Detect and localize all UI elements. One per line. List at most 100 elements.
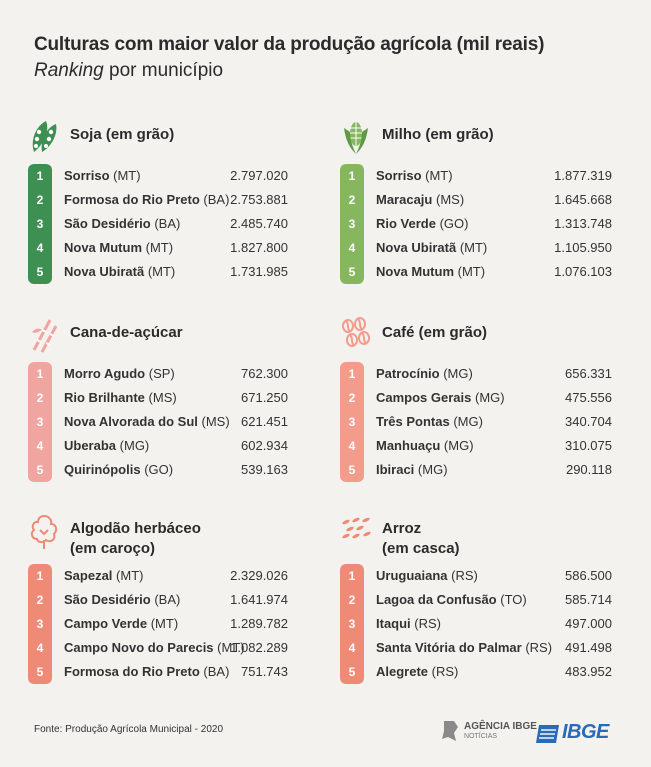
ibge-flag-icon xyxy=(536,725,559,743)
production-value: 1.313.748 xyxy=(554,216,612,231)
rank-number: 5 xyxy=(36,665,44,679)
state-code: (MT) xyxy=(113,168,141,183)
rank-number: 5 xyxy=(348,463,356,477)
rank-number: 2 xyxy=(36,593,44,607)
municipality-name: Patrocínio (MG) xyxy=(376,362,473,386)
rank-number: 4 xyxy=(348,641,356,655)
section-title-line1: Algodão herbáceo xyxy=(70,520,201,537)
production-value: 1.082.289 xyxy=(230,640,288,655)
state-code: (MS) xyxy=(148,390,177,405)
rank-number: 1 xyxy=(348,569,356,583)
production-value: 475.556 xyxy=(565,390,612,405)
municipality-name: Nova Ubiratã (MT) xyxy=(64,260,175,284)
ranking-row: 5 Nova Ubiratã (MT) 1.731.985 xyxy=(28,260,288,284)
corn-icon xyxy=(344,122,368,154)
ranking-row: 4 Uberaba (MG) 602.934 xyxy=(28,434,288,458)
rank-number: 1 xyxy=(348,367,356,381)
production-value: 1.105.950 xyxy=(554,240,612,255)
state-code: (MS) xyxy=(201,414,230,429)
rank-number: 5 xyxy=(36,463,44,477)
ranking-row: 1 Sapezal (MT) 2.329.026 xyxy=(28,564,288,588)
rank-number: 4 xyxy=(348,439,356,453)
ranking-row: 1 Sorriso (MT) 1.877.319 xyxy=(340,164,612,188)
municipality: Alegrete xyxy=(376,664,429,679)
ranking-row: 1 Morro Agudo (SP) 762.300 xyxy=(28,362,288,386)
production-value: 1.076.103 xyxy=(554,264,612,279)
municipality: Sorriso xyxy=(376,168,422,183)
ranking-row: 3 São Desidério (BA) 2.485.740 xyxy=(28,212,288,236)
rank-number: 2 xyxy=(348,593,356,607)
section-algodao: Algodão herbáceo (em caroço) 1 Sapezal (MT… xyxy=(28,512,288,684)
ranking-row: 4 Nova Mutum (MT) 1.827.800 xyxy=(28,236,288,260)
municipality-name: São Desidério (BA) xyxy=(64,212,180,236)
state-code: (RS) xyxy=(451,568,478,583)
rank-number: 4 xyxy=(36,439,44,453)
municipality: Nova Mutum xyxy=(376,264,454,279)
production-value: 621.451 xyxy=(241,414,288,429)
municipality-name: Santa Vitória do Palmar (RS) xyxy=(376,636,552,660)
section-title-line1: Arroz xyxy=(382,520,422,537)
cotton-icon xyxy=(30,514,58,549)
state-code: (MG) xyxy=(443,438,474,453)
state-code: (MT) xyxy=(147,264,176,279)
ranking-row: 2 Campos Gerais (MG) 475.556 xyxy=(340,386,612,410)
production-value: 1.289.782 xyxy=(230,616,288,631)
ranking-row: 4 Manhuaçu (MG) 310.075 xyxy=(340,434,612,458)
section-title: Algodão herbáceo (em caroço) xyxy=(70,519,201,559)
production-value: 310.075 xyxy=(565,438,612,453)
rice-grains-icon xyxy=(342,517,371,539)
state-code: (MT) xyxy=(116,568,144,583)
section-title: Milho (em grão) xyxy=(382,126,494,143)
ranking-row: 4 Nova Ubiratã (MT) 1.105.950 xyxy=(340,236,612,260)
production-value: 671.250 xyxy=(241,390,288,405)
ranking-row: 3 Nova Alvorada do Sul (MS) 621.451 xyxy=(28,410,288,434)
production-value: 586.500 xyxy=(565,568,612,583)
municipality: Rio Brilhante xyxy=(64,390,145,405)
rank-number: 2 xyxy=(36,391,44,405)
municipality-name: Lagoa da Confusão (TO) xyxy=(376,588,527,612)
municipality-name: Campo Novo do Parecis (MT) xyxy=(64,636,245,660)
production-value: 539.163 xyxy=(241,462,288,477)
municipality: Itaqui xyxy=(376,616,411,631)
ibge-logo: IBGE xyxy=(536,720,622,746)
ranking-row: 5 Formosa do Rio Preto (BA) 751.743 xyxy=(28,660,288,684)
rank-number: 5 xyxy=(348,665,356,679)
municipality: Morro Agudo xyxy=(64,366,146,381)
state-code: (BA) xyxy=(154,216,181,231)
production-value: 340.704 xyxy=(565,414,612,429)
municipality-name: Formosa do Rio Preto (BA) xyxy=(64,188,229,212)
section-cana: Cana-de-açúcar 1 Morro Agudo (SP) 762.300 2… xyxy=(28,316,288,482)
state-code: (GO) xyxy=(144,462,174,477)
municipality: Quirinópolis xyxy=(64,462,141,477)
state-code: (MT) xyxy=(145,240,174,255)
production-value: 2.797.020 xyxy=(230,168,288,183)
ranking-row: 4 Santa Vitória do Palmar (RS) 491.498 xyxy=(340,636,612,660)
state-code: (MG) xyxy=(453,414,483,429)
state-code: (MG) xyxy=(119,438,150,453)
rank-number: 3 xyxy=(348,217,356,231)
ranking-row: 1 Sorriso (MT) 2.797.020 xyxy=(28,164,288,188)
state-code: (MG) xyxy=(443,366,473,381)
production-value: 497.000 xyxy=(565,616,612,631)
production-value: 656.331 xyxy=(565,366,612,381)
soy-icon xyxy=(32,121,57,152)
production-value: 491.498 xyxy=(565,640,612,655)
rank-bar xyxy=(340,564,364,684)
agencia-ibge-logo: AGÊNCIA IBGE NOTÍCIAS xyxy=(440,718,537,744)
production-value: 2.753.881 xyxy=(230,192,288,207)
municipality-name: Ibiraci (MG) xyxy=(376,458,448,482)
municipality: Manhuaçu xyxy=(376,438,441,453)
production-value: 1.645.668 xyxy=(554,192,612,207)
municipality: Nova Ubiratã xyxy=(376,240,457,255)
municipality-name: Sorriso (MT) xyxy=(64,164,141,188)
page-title: Culturas com maior valor da produção agr… xyxy=(34,34,545,55)
production-value: 483.952 xyxy=(565,664,612,679)
subtitle-italic: Ranking xyxy=(34,60,104,81)
municipality-name: Uberaba (MG) xyxy=(64,434,149,458)
municipality-name: Nova Alvorada do Sul (MS) xyxy=(64,410,230,434)
rank-number: 2 xyxy=(348,391,356,405)
section-title-line2: (em caroço) xyxy=(70,540,156,557)
municipality: Lagoa da Confusão xyxy=(376,592,497,607)
state-code: (BA) xyxy=(154,592,181,607)
ranking-row: 3 Rio Verde (GO) 1.313.748 xyxy=(340,212,612,236)
